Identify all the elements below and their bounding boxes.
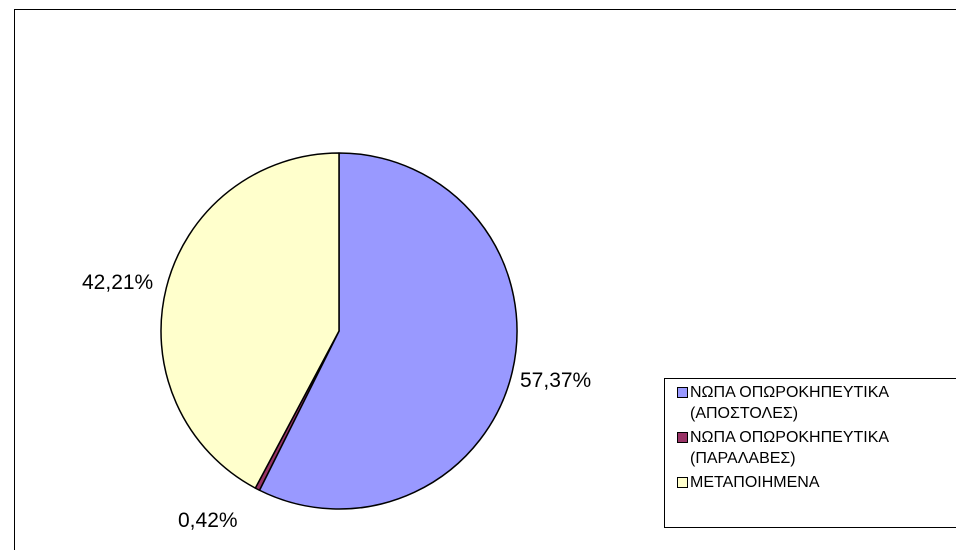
data-label-apostoles: 57,37% (520, 369, 591, 392)
legend-item-apostoles: ΝΩΠΑ ΟΠΩΡΟΚΗΠΕΥΤΙΚΑ (ΑΠΟΣΤΟΛΕΣ) (665, 379, 956, 423)
legend-label-apostoles: ΝΩΠΑ ΟΠΩΡΟΚΗΠΕΥΤΙΚΑ (ΑΠΟΣΤΟΛΕΣ) (690, 384, 890, 422)
legend-item-metapoiimena: ΜΕΤΑΠΟΙΗΜΕΝΑ (665, 469, 956, 513)
legend: ΝΩΠΑ ΟΠΩΡΟΚΗΠΕΥΤΙΚΑ (ΑΠΟΣΤΟΛΕΣ) ΝΩΠΑ ΟΠΩ… (664, 378, 956, 528)
data-labels: 57,37% 0,42% 42,21% (82, 271, 591, 532)
legend-label-metapoiimena: ΜΕΤΑΠΟΙΗΜΕΝΑ (690, 474, 820, 491)
legend-label-paralaves: ΝΩΠΑ ΟΠΩΡΟΚΗΠΕΥΤΙΚΑ (ΠΑΡΑΛΑΒΕΣ) (690, 429, 890, 467)
data-label-metapoiimena: 42,21% (82, 271, 153, 294)
pie-slices (160, 152, 518, 510)
slice-metapoiimena (160, 152, 340, 489)
legend-swatch-paralaves (677, 432, 688, 443)
slice-apostoles (258, 152, 518, 510)
data-label-paralaves: 0,42% (178, 509, 238, 532)
legend-swatch-apostoles (677, 387, 688, 398)
legend-swatch-metapoiimena (677, 477, 688, 488)
legend-item-paralaves: ΝΩΠΑ ΟΠΩΡΟΚΗΠΕΥΤΙΚΑ (ΠΑΡΑΛΑΒΕΣ) (665, 424, 956, 468)
